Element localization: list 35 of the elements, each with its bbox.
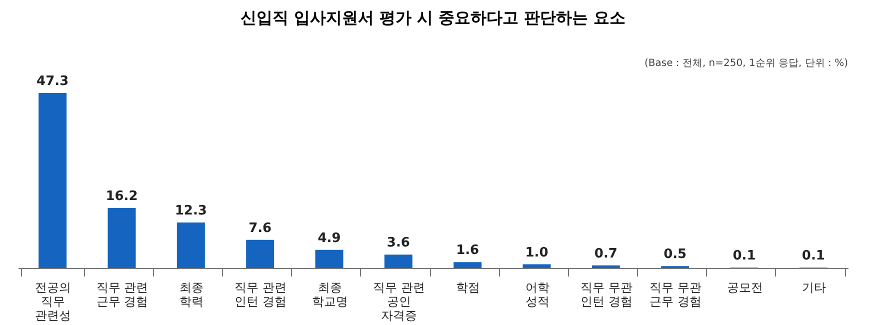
x-tick-label: 전공의 직무 관련성 — [35, 280, 72, 322]
data-label: 7.6 — [248, 220, 272, 236]
bar — [38, 92, 67, 268]
data-label: 0.1 — [732, 248, 756, 264]
bar — [592, 265, 620, 268]
data-label: 0.1 — [802, 248, 825, 264]
data-label: 3.6 — [386, 236, 410, 251]
data-label: 0.5 — [664, 247, 687, 262]
data-label: 12.3 — [174, 203, 207, 218]
x-tick-label: 최종 학교명 — [312, 280, 348, 308]
bar — [384, 254, 412, 268]
x-tick-label: 직무 관련 인턴 경험 — [234, 280, 286, 308]
bar — [522, 264, 551, 268]
x-tick-label: 어학 성적 — [525, 280, 550, 308]
bar — [454, 262, 482, 268]
data-label: 16.2 — [106, 189, 138, 204]
x-tick-label: 직무 무관 근무 경험 — [650, 280, 702, 308]
chart-title: 신입직 입사지원서 평가 시 중요하다고 판단하는 요소 — [240, 8, 626, 27]
x-tick-label: 직무 관련 근무 경험 — [96, 280, 148, 308]
x-tick-label: 최종 학력 — [179, 280, 204, 308]
data-label: 4.9 — [318, 230, 341, 246]
data-label: 1.0 — [525, 245, 548, 260]
x-tick-label: 직무 무관 인턴 경험 — [580, 280, 632, 308]
bar — [315, 250, 344, 268]
data-label: 47.3 — [36, 74, 69, 89]
x-tick-label: 직무 관련 공인 자격증 — [373, 280, 425, 322]
bar — [176, 222, 205, 268]
data-label: 0.7 — [594, 246, 618, 262]
x-tick-label: 학점 — [456, 280, 480, 294]
bar — [246, 240, 274, 268]
data-label: 1.6 — [456, 243, 480, 258]
x-tick-label: 기타 — [802, 280, 826, 294]
text: (Base : 전체, n=250, 1순위 응답, 단위 : %) — [644, 58, 848, 69]
x-tick-label: 공모전 — [726, 280, 763, 294]
bar — [108, 208, 136, 268]
